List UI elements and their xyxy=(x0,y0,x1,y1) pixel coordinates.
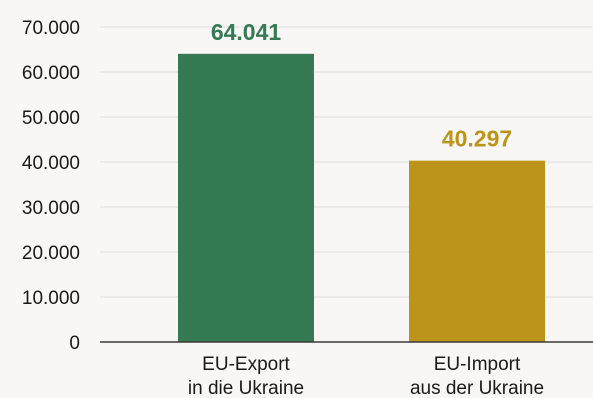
y-tick-label: 0 xyxy=(69,333,80,354)
category-label: EU-Import xyxy=(434,354,521,375)
bar xyxy=(409,160,545,342)
y-tick-label: 40.000 xyxy=(22,153,80,174)
value-label: 64.041 xyxy=(211,19,282,45)
bars xyxy=(178,53,545,343)
y-tick-label: 20.000 xyxy=(22,243,80,264)
value-label: 40.297 xyxy=(442,126,512,152)
bar xyxy=(178,53,314,343)
y-tick-label: 10.000 xyxy=(22,288,80,309)
y-tick-label: 70.000 xyxy=(22,18,80,39)
category-label: in die Ukraine xyxy=(188,378,304,398)
value-labels: 64.041 40.297 xyxy=(211,19,512,152)
y-axis-tick-labels: 0 10.000 20.000 30.000 40.000 50.000 60.000 70.… xyxy=(22,18,80,354)
category-label: aus der Ukraine xyxy=(410,378,544,398)
category-labels: EU-Export in die Ukraine EU-Import aus der … xyxy=(188,354,544,398)
category-label: EU-Export xyxy=(202,354,290,375)
y-tick-label: 60.000 xyxy=(22,63,80,84)
y-tick-label: 50.000 xyxy=(22,108,80,129)
y-tick-label: 30.000 xyxy=(22,198,80,219)
